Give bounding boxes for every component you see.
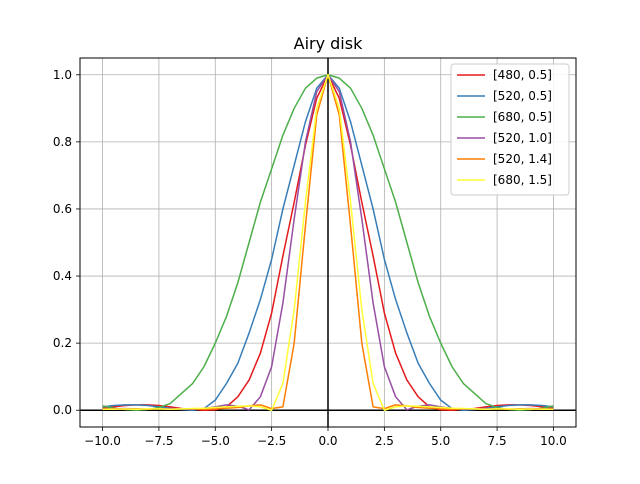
y-tick-label-4: 0.8 xyxy=(53,135,72,149)
x-tick-label-5: 2.5 xyxy=(375,434,394,448)
legend: [480, 0.5] [520, 0.5] [680, 0.5] [520, 1.0]… xyxy=(450,63,570,196)
y-tick-label-1: 0.2 xyxy=(53,336,72,350)
y-tick-label-0: 0.0 xyxy=(53,403,72,417)
x-tick-label-2: −5.0 xyxy=(201,434,230,448)
y-tick-label-2: 0.4 xyxy=(53,269,72,283)
zero-axis-lines xyxy=(80,58,576,427)
y-axis-ticks: 0.0 0.2 0.4 0.6 0.8 1.0 xyxy=(53,68,80,417)
chart-title: Airy disk xyxy=(294,34,363,53)
x-tick-label-7: 7.5 xyxy=(488,434,507,448)
x-tick-label-0: −10.0 xyxy=(84,434,121,448)
legend-label-2: [680, 0.5] xyxy=(493,110,552,124)
y-tick-label-5: 1.0 xyxy=(53,68,72,82)
x-tick-label-1: −7.5 xyxy=(144,434,173,448)
x-tick-label-4: 0.0 xyxy=(318,434,337,448)
legend-label-0: [480, 0.5] xyxy=(493,68,552,82)
legend-label-1: [520, 0.5] xyxy=(493,89,552,103)
series-line-5 xyxy=(102,74,554,411)
x-tick-label-3: −2.5 xyxy=(257,434,286,448)
legend-label-3: [520, 1.0] xyxy=(493,131,552,145)
x-tick-label-8: 10.0 xyxy=(540,434,567,448)
x-tick-label-6: 5.0 xyxy=(431,434,450,448)
x-axis-ticks: −10.0 −7.5 −5.0 −2.5 0.0 2.5 5.0 7.5 10.0 xyxy=(84,427,567,448)
legend-label-4: [520, 1.4] xyxy=(493,152,552,166)
series-layer xyxy=(102,74,554,411)
y-tick-label-3: 0.6 xyxy=(53,202,72,216)
legend-label-5: [680, 1.5] xyxy=(493,173,552,187)
